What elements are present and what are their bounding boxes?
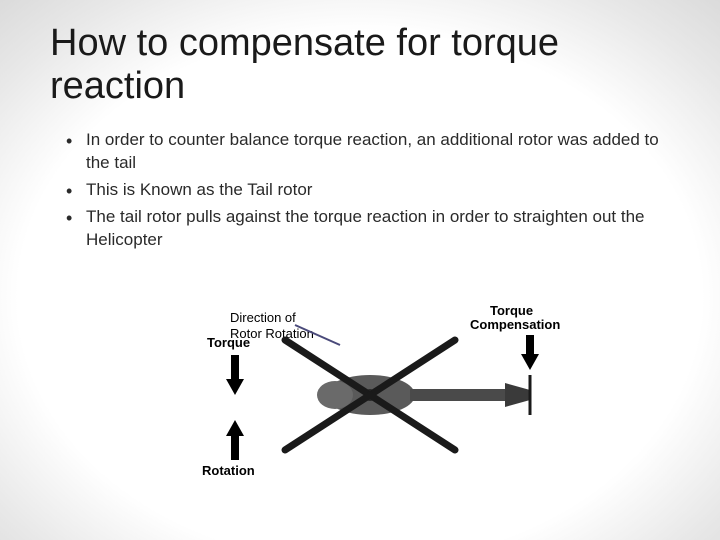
- bullet-item: The tail rotor pulls against the torque …: [66, 206, 670, 252]
- bullet-item: This is Known as the Tail rotor: [66, 179, 670, 202]
- torque-label: Torque: [207, 335, 250, 350]
- bullet-item: In order to counter balance torque react…: [66, 129, 670, 175]
- rotation-label: Rotation: [202, 463, 255, 478]
- helicopter-diagram: Torque Rotation Torque Compensation: [200, 305, 570, 480]
- bullet-list: In order to counter balance torque react…: [50, 129, 670, 252]
- torque-comp-label-2: Compensation: [470, 317, 560, 332]
- slide-title: How to compensate for torque reaction: [50, 22, 670, 107]
